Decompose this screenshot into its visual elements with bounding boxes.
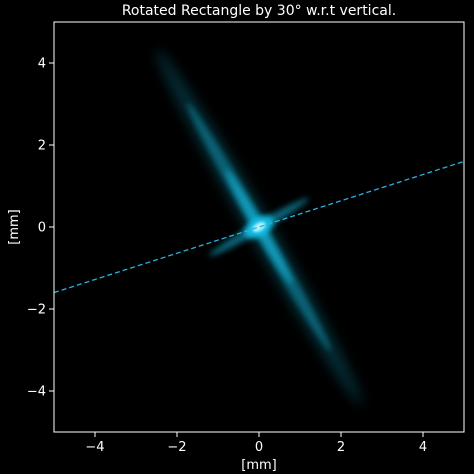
fringe-bar — [231, 192, 256, 208]
y-axis-label: [mm] — [7, 209, 22, 244]
fringe-bar — [226, 175, 237, 183]
fringe-bar — [272, 258, 290, 271]
fringe-bar — [277, 265, 291, 275]
chart-title: Rotated Rectangle by 30° w.r.t vertical. — [122, 3, 396, 19]
fringe-bar — [233, 201, 266, 221]
central-peak-core — [252, 222, 266, 232]
x-axis-label: [mm] — [241, 458, 276, 473]
fringe-bar — [267, 252, 289, 266]
x-axis-ticks: −4 −2 0 2 4 — [85, 432, 427, 455]
fringe-bar — [281, 271, 292, 279]
y-tick-label: 2 — [38, 139, 46, 154]
fringe-bar — [262, 246, 287, 262]
x-tick-label: −2 — [167, 440, 186, 455]
x-tick-label: 0 — [255, 440, 263, 455]
fringe-bar — [232, 196, 261, 215]
x-tick-label: 2 — [337, 440, 345, 455]
x-tick-label: −4 — [85, 440, 104, 455]
y-tick-label: −2 — [27, 303, 46, 318]
fringe-bar — [257, 239, 286, 258]
plot-area — [54, 49, 464, 405]
fringe-bar — [229, 188, 251, 202]
y-axis-ticks: −4 −2 0 2 4 — [27, 57, 54, 400]
diffraction-pattern — [155, 49, 363, 405]
fringe-bar — [227, 179, 241, 189]
x-tick-label: 4 — [419, 440, 427, 455]
y-tick-label: −4 — [27, 385, 46, 400]
y-tick-label: 0 — [38, 221, 46, 236]
fringe-bar — [228, 183, 246, 196]
y-tick-label: 4 — [38, 57, 46, 72]
fringe-bar — [252, 233, 285, 253]
fringe-bar — [247, 226, 283, 249]
fringe-bar — [235, 205, 271, 228]
